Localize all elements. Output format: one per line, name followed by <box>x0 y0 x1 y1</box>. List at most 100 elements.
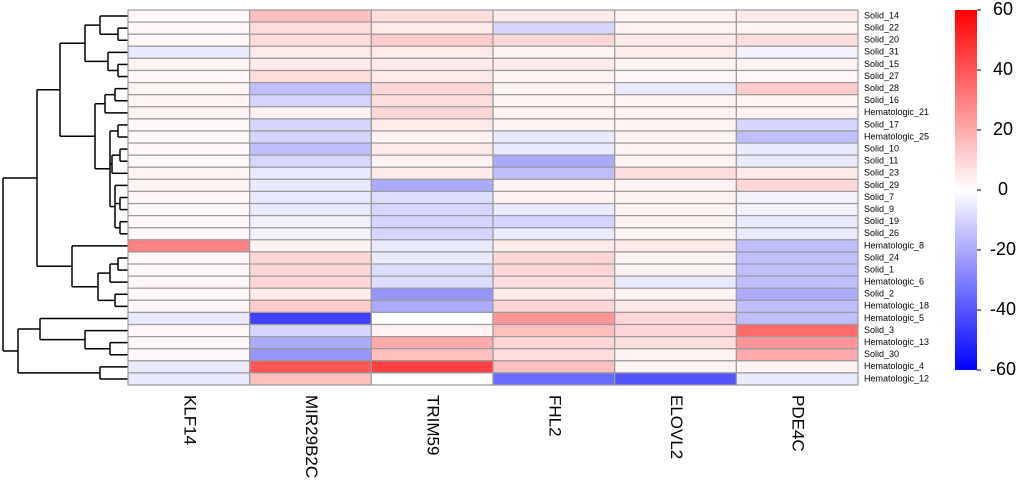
heat-cell <box>249 142 372 156</box>
heat-cell <box>735 336 859 350</box>
heat-cell <box>127 323 251 338</box>
heat-cell <box>370 323 494 338</box>
heat-cell <box>614 299 737 314</box>
heat-cell <box>370 190 494 205</box>
heat-cell <box>735 94 859 108</box>
row-label: Solid_14 <box>864 10 899 20</box>
heat-cell <box>735 57 859 72</box>
heat-cell <box>249 154 372 168</box>
colorbar-tick-label: -40 <box>990 299 1016 319</box>
heat-cell <box>492 227 616 241</box>
row-label: Hematologic_4 <box>864 361 924 371</box>
heat-cell <box>614 178 737 193</box>
row-label: Hematologic_21 <box>864 107 929 117</box>
heat-cell <box>492 45 616 59</box>
colorbar-tick-label: 60 <box>993 0 1013 19</box>
heat-cell <box>249 94 372 108</box>
heat-cell <box>249 81 372 96</box>
heat-cell <box>249 21 372 35</box>
heat-cell <box>249 106 372 120</box>
heat-cell <box>735 178 859 193</box>
heat-cell <box>735 311 859 326</box>
heat-cell <box>614 166 737 180</box>
heat-cell <box>614 190 737 205</box>
heat-cell <box>614 118 737 132</box>
heat-cell <box>614 360 737 374</box>
heat-cell <box>249 166 372 180</box>
heat-cell <box>370 45 494 59</box>
heat-cell <box>249 178 372 193</box>
row-label: Solid_31 <box>864 47 899 57</box>
heat-cell <box>735 69 859 84</box>
heat-cell <box>249 118 372 132</box>
heat-cell <box>249 57 372 72</box>
row-label: Hematologic_12 <box>864 373 929 383</box>
heat-cell <box>614 227 737 241</box>
heat-cell <box>370 81 494 96</box>
heat-cell <box>735 118 859 132</box>
heat-cell <box>492 142 616 156</box>
heat-cell <box>127 348 251 362</box>
heat-cell <box>127 239 251 253</box>
row-label: Solid_2 <box>864 289 894 299</box>
heat-cell <box>614 81 737 96</box>
colorbar-tick-label: -20 <box>990 239 1016 259</box>
heat-cell <box>249 275 372 289</box>
heat-cell <box>249 215 372 229</box>
heat-cell <box>492 360 616 374</box>
heat-cell <box>735 227 859 241</box>
heat-cell <box>127 166 251 180</box>
row-label: Solid_23 <box>864 168 899 178</box>
heat-cell <box>370 154 494 168</box>
heat-cell <box>249 33 372 47</box>
heat-cell <box>127 118 251 132</box>
heat-cell <box>249 299 372 314</box>
heat-cell <box>370 336 494 350</box>
heat-cell <box>492 81 616 96</box>
heatmap-cells <box>127 9 859 386</box>
heat-cell <box>735 166 859 180</box>
heat-cell <box>492 94 616 108</box>
heat-cell <box>492 311 616 326</box>
row-label: Solid_15 <box>864 59 899 69</box>
heat-cell <box>735 299 859 314</box>
heat-cell <box>492 57 616 72</box>
row-label: Solid_28 <box>864 83 899 93</box>
row-label: Solid_11 <box>864 156 898 166</box>
heat-cell <box>249 263 372 277</box>
heat-cell <box>370 299 494 314</box>
heat-cell <box>735 348 859 362</box>
column-label: KLF14 <box>180 395 199 445</box>
heat-cell <box>492 118 616 132</box>
heat-cell <box>249 348 372 362</box>
heat-cell <box>614 336 737 350</box>
heat-cell <box>249 336 372 350</box>
heat-cell <box>249 239 372 253</box>
heat-cell <box>370 94 494 108</box>
heat-cell <box>127 227 251 241</box>
heat-cell <box>492 106 616 120</box>
heat-cell <box>127 336 251 350</box>
heat-cell <box>249 372 372 386</box>
row-label: Solid_17 <box>864 119 899 129</box>
heat-cell <box>370 287 494 301</box>
heat-cell <box>735 154 859 168</box>
heat-cell <box>614 45 737 59</box>
row-label: Solid_30 <box>864 349 899 359</box>
heat-cell <box>614 239 737 253</box>
heat-cell <box>614 348 737 362</box>
heat-cell <box>249 227 372 241</box>
heat-cell <box>735 45 859 59</box>
heat-cell <box>370 239 494 253</box>
heat-cell <box>492 372 616 386</box>
heat-cell <box>249 130 372 144</box>
colorbar-tick-label: 0 <box>998 179 1008 199</box>
heat-cell <box>370 275 494 289</box>
colorbar-tick-label: 20 <box>993 119 1013 139</box>
heat-cell <box>127 215 251 229</box>
heat-cell <box>614 9 737 23</box>
heat-cell <box>249 9 372 23</box>
row-label: Solid_10 <box>864 143 899 153</box>
heat-cell <box>370 142 494 156</box>
heat-cell <box>249 190 372 205</box>
